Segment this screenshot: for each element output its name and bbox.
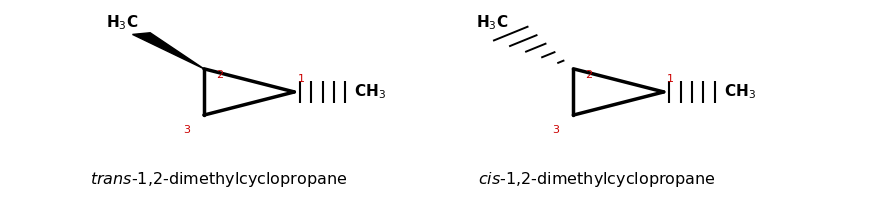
- Text: CH$_3$: CH$_3$: [724, 83, 756, 101]
- Text: H$_3$C: H$_3$C: [476, 13, 508, 32]
- Polygon shape: [133, 33, 204, 69]
- Text: $\mathit{cis}$-1,2-dimethylcyclopropane: $\mathit{cis}$-1,2-dimethylcyclopropane: [478, 170, 716, 188]
- Text: $\mathit{trans}$-1,2-dimethylcyclopropane: $\mathit{trans}$-1,2-dimethylcyclopropan…: [90, 170, 347, 188]
- Text: 2: 2: [585, 70, 593, 80]
- Text: 2: 2: [216, 70, 223, 80]
- Text: 1: 1: [667, 74, 674, 84]
- Text: CH$_3$: CH$_3$: [354, 83, 386, 101]
- Text: 1: 1: [298, 74, 305, 84]
- Text: H$_3$C: H$_3$C: [106, 13, 139, 32]
- Text: 3: 3: [553, 125, 560, 135]
- Text: 3: 3: [183, 125, 190, 135]
